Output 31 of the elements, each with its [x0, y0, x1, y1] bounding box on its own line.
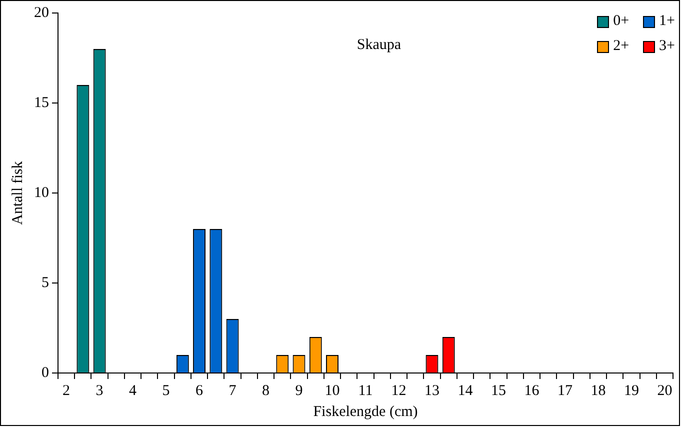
x-tick-label: 7	[228, 382, 237, 399]
legend-label: 0+	[613, 13, 630, 30]
y-axis-title: Antall fisk	[10, 160, 26, 225]
x-tick-label: 5	[162, 382, 170, 399]
x-tick-label: 17	[557, 382, 573, 399]
y-tick-label: 15	[34, 94, 49, 111]
x-tick-label: 19	[624, 382, 639, 399]
x-tick-label: 6	[196, 382, 204, 399]
x-tick-label: 10	[324, 382, 340, 399]
x-tick-label: 13	[424, 382, 440, 399]
x-tick-label: 18	[590, 382, 606, 399]
x-tick-label: 2	[62, 382, 70, 399]
y-tick-label: 0	[42, 364, 49, 381]
x-tick-label: 15	[490, 382, 506, 399]
x-tick-label: 16	[524, 382, 540, 399]
legend-label: 2+	[613, 38, 630, 55]
y-tick-label: 10	[34, 184, 49, 201]
x-tick-label: 9	[295, 382, 303, 399]
x-axis-title: Fiskelengde (cm)	[313, 404, 418, 420]
x-tick-label: 12	[391, 382, 406, 399]
x-tick-label: 14	[458, 382, 474, 399]
legend-label: 3+	[659, 38, 675, 55]
x-tick-label: 3	[96, 382, 104, 399]
y-tick-label: 5	[42, 274, 49, 291]
x-tick-label: 20	[657, 382, 672, 399]
x-tick-label: 4	[129, 382, 138, 399]
x-tick-label: 11	[358, 382, 373, 399]
text: Skaupa	[356, 37, 402, 54]
legend-label: 1+	[659, 13, 675, 30]
y-tick-label: 20	[34, 4, 49, 21]
x-tick-label: 8	[262, 382, 270, 399]
